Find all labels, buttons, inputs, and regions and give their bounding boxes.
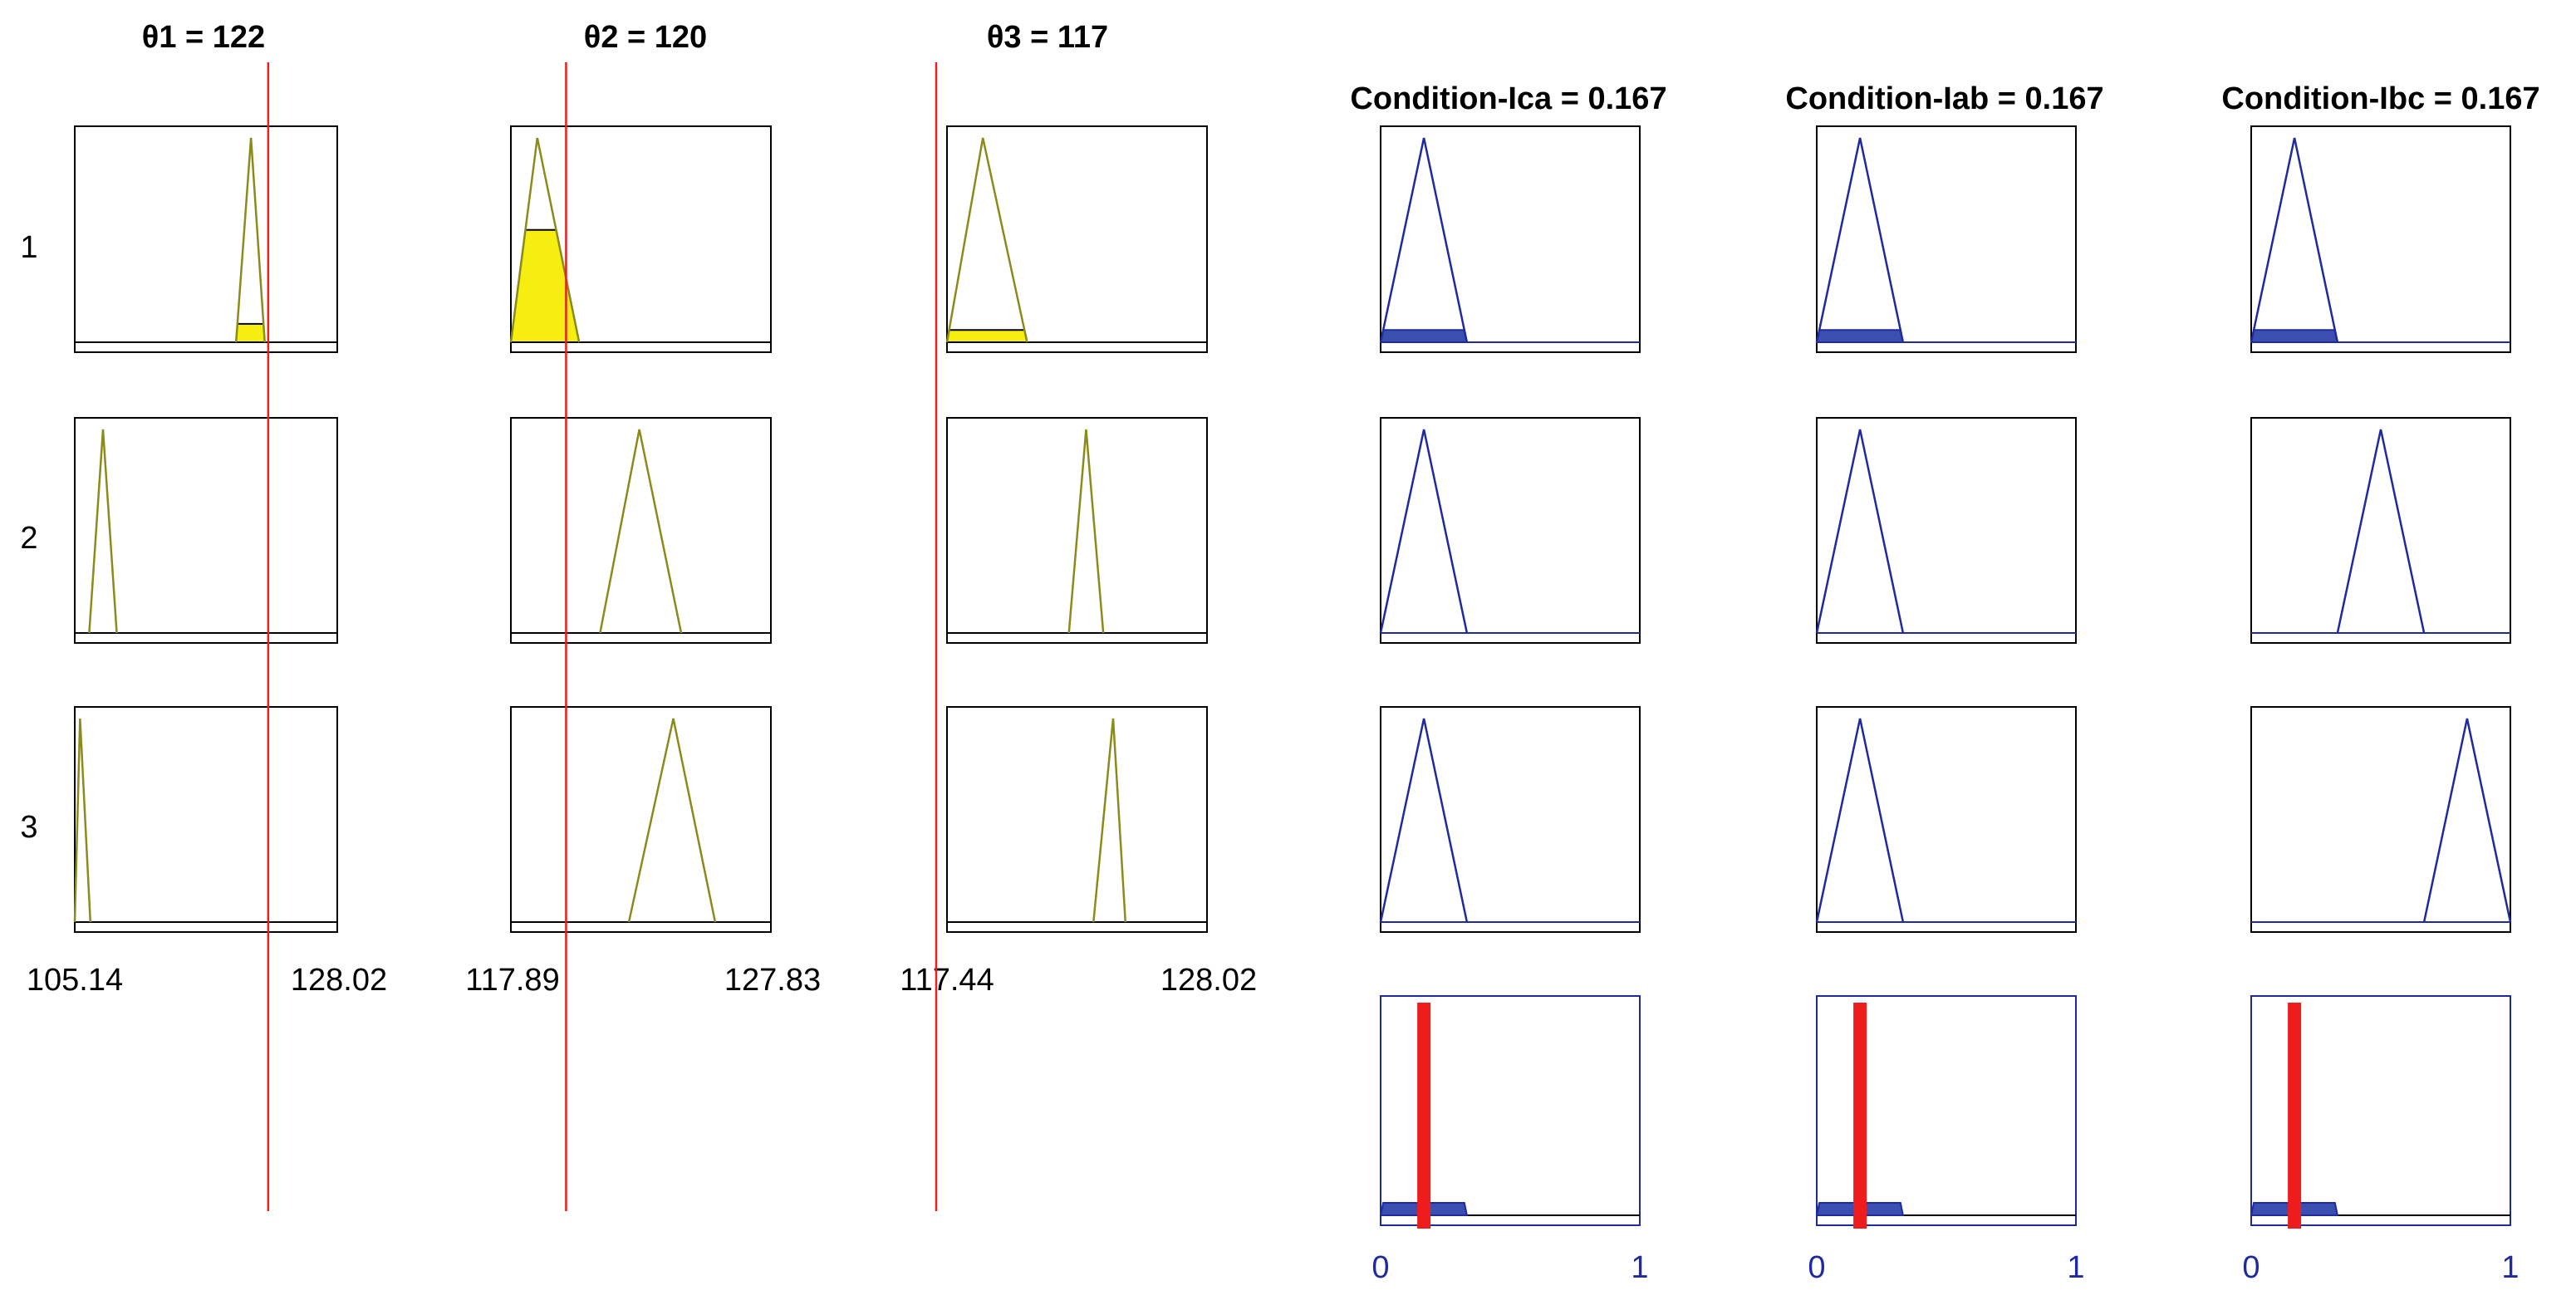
input-3-rule-1-mf [945,137,1028,343]
output-2-rule-3-axes [1816,706,2077,933]
input-2-rule-2-axes [510,417,772,644]
output-1-defuzzified-bar [1417,1003,1431,1229]
output-2-defuzzified-bar [1853,1003,1867,1229]
output-2-min-label: 0 [1808,1250,1825,1285]
input-3-max-label: 128.02 [1160,963,1257,998]
input-3-title: θ3 = 117 [987,20,1108,55]
output-1-rule-1-axes [1380,125,1641,353]
input-1-rule-1-axes [74,125,338,353]
input-1-rule-3-axes [74,706,338,933]
output-3-rule-3-axes [2250,706,2511,933]
input-1-rule-2-axes [74,417,338,644]
output-2-rule-1-mf [1815,137,1905,343]
output-1-rule-1-mf [1379,137,1469,343]
output-3-rule-1-firing-area [2250,329,2339,343]
output-3-rule-2-axes [2250,417,2511,644]
input-1-rule-2-mf [88,429,118,634]
input-1-min-label: 105.14 [27,963,123,998]
output-3-rule-1-mf [2250,137,2339,343]
output-1-title: Condition-Ica = 0.167 [1350,81,1666,116]
input-2-rule-3-mf [627,718,717,923]
output-2-rule-1-firing-area [1815,329,1905,343]
input-3-rule-1-firing-area [945,329,1028,343]
input-1-rule-1-firing-area [235,322,266,343]
output-3-defuzzified-bar [2288,1003,2302,1229]
input-2-rule-3-axes [510,706,772,933]
input-3-min-label: 117.44 [900,963,994,998]
output-1-min-label: 0 [1371,1250,1389,1285]
output-1-max-label: 1 [1631,1250,1648,1285]
output-2-max-label: 1 [2067,1250,2084,1285]
input-2-title: θ2 = 120 [584,20,707,55]
output-3-rule-1-axes [2250,125,2511,353]
output-2-title: Condition-Iab = 0.167 [1785,81,2103,116]
rule-2-label: 2 [20,521,37,556]
rule-plots [73,125,2512,1229]
input-1-title: θ1 = 122 [142,20,265,55]
rule-1-label: 1 [20,230,37,265]
input-2-max-label: 127.83 [724,963,821,998]
input-1-rule-3-mf [73,718,92,923]
output-3-max-label: 1 [2501,1250,2519,1285]
output-2-rule-3-mf [1815,718,1905,923]
output-2-rule-1-axes [1816,125,2077,353]
input-2-rule-2-mf [599,429,683,634]
output-2-rule-2-mf [1815,429,1905,634]
input-cursors [267,62,938,1211]
input-3-rule-3-mf [1092,718,1127,923]
output-1-rule-3-mf [1379,718,1469,923]
input-1-rule-1-mf [234,137,266,343]
input-3-rule-1-axes [946,125,1208,353]
output-1-rule-1-firing-area [1379,329,1469,343]
input-1-max-label: 128.02 [291,963,387,998]
input-3-rule-3-axes [946,706,1208,933]
input-3-rule-2-mf [1067,429,1105,634]
output-2-rule-2-axes [1816,417,2077,644]
output-1-rule-3-axes [1380,706,1641,933]
output-1-rule-2-axes [1380,417,1641,644]
output-3-rule-2-mf [2336,429,2426,634]
output-3-title: Condition-Ibc = 0.167 [2221,81,2539,116]
output-3-rule-3-mf [2422,718,2512,923]
output-1-rule-2-mf [1379,429,1469,634]
input-2-min-label: 117.89 [465,963,559,998]
rule-3-label: 3 [20,810,37,845]
output-3-min-label: 0 [2242,1250,2260,1285]
